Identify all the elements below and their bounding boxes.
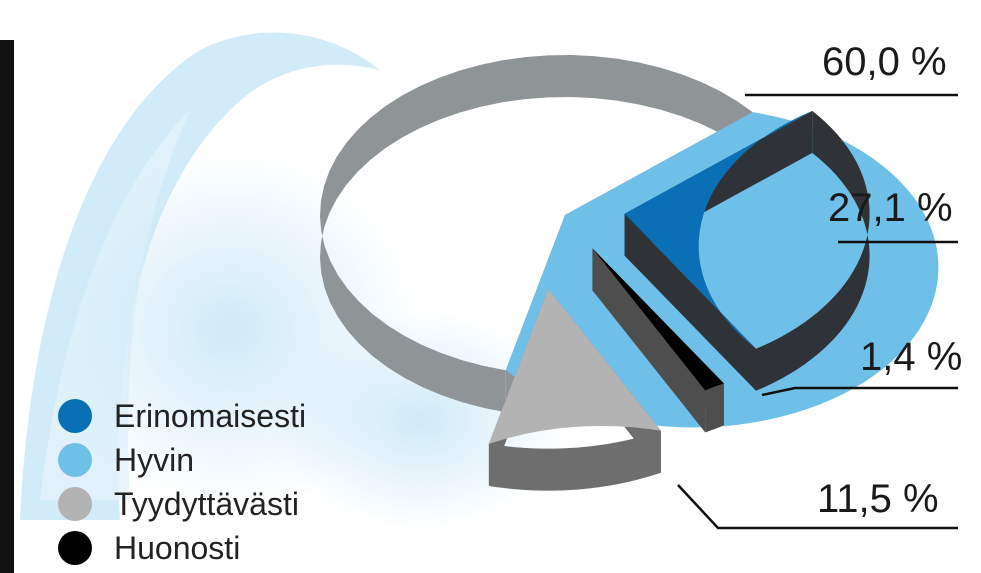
- label-huonosti: 1,4 %: [860, 335, 963, 379]
- left-edge-bar: [0, 40, 14, 573]
- legend-item: Huonosti: [58, 526, 306, 570]
- pie-slice-face: [624, 213, 757, 391]
- label-tyydyttavasti: 11,5 %: [817, 477, 939, 521]
- legend-label: Erinomaisesti: [114, 397, 307, 434]
- leader-line-huonosti: [761, 386, 958, 397]
- pie-slice-tyydyttävästi: [488, 288, 661, 491]
- pie-slice-face: [592, 248, 724, 426]
- legend-item: Tyydyttävästi: [58, 482, 306, 526]
- pie-slice-top: [488, 288, 661, 444]
- pie-slice-side: [320, 55, 753, 413]
- legend-label: Tyydyttävästi: [114, 485, 299, 522]
- leader-line-tyydyttavasti: [677, 484, 958, 530]
- label-erinomaisesti: 27,1 %: [828, 186, 953, 230]
- pie-slice-top: [505, 112, 939, 428]
- pie-slice-erinomaisesti: [624, 110, 870, 391]
- legend-item: Hyvin: [58, 438, 306, 482]
- pie-slice-side: [756, 110, 870, 391]
- legend-label: Hyvin: [114, 441, 195, 478]
- pie-slice-top: [592, 248, 724, 391]
- pie-slice-huonosti: [592, 248, 724, 433]
- legend-swatch: [58, 443, 92, 477]
- legend-swatch: [58, 399, 92, 433]
- legend-item: Erinomaisesti: [58, 394, 306, 438]
- legend: Erinomaisesti Hyvin Tyydyttävästi Huonos…: [58, 394, 306, 570]
- pie-slice-side: [488, 430, 661, 491]
- legend-swatch: [58, 487, 92, 521]
- label-hyvin: 60,0 %: [822, 40, 947, 84]
- legend-label: Huonosti: [114, 529, 241, 566]
- pie-slice-top: [624, 110, 813, 349]
- legend-swatch: [58, 531, 92, 565]
